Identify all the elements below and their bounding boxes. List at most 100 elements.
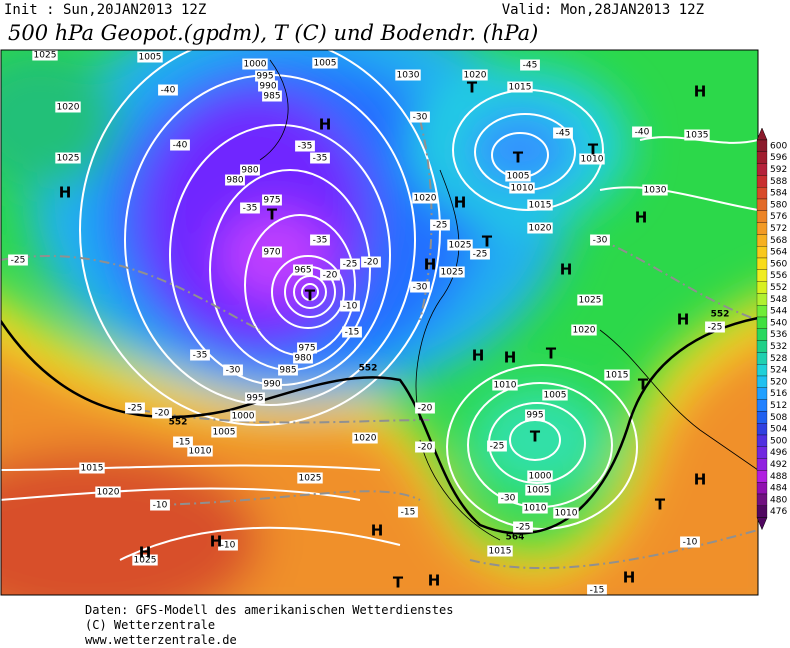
pressure-label: 1035 xyxy=(686,131,709,141)
pressure-label-box xyxy=(187,445,213,457)
temperature-label: -20 xyxy=(323,271,338,281)
temperature-label: -15 xyxy=(401,508,416,518)
contour-label: 564 xyxy=(506,533,525,543)
temperature-label: -25 xyxy=(11,256,26,266)
pressure-label-box xyxy=(262,90,282,102)
pressure-center: T xyxy=(467,79,478,97)
colorbar-segment xyxy=(756,163,768,176)
temperature-label-box xyxy=(173,436,193,448)
pressure-label-box xyxy=(55,152,81,164)
pressure-center: T xyxy=(482,233,493,251)
pressure-center: T xyxy=(655,496,666,514)
temperature-label-box xyxy=(553,127,573,139)
temperature-label: -10 xyxy=(683,538,698,548)
temperature-label: -15 xyxy=(590,586,605,596)
pressure-label: 1030 xyxy=(644,186,667,196)
temperature-label-box xyxy=(158,84,178,96)
colorbar-label: 504 xyxy=(770,425,787,435)
temperature-label-box xyxy=(415,441,435,453)
colorbar-segment xyxy=(756,340,768,353)
temperature-label-box xyxy=(587,584,607,595)
pressure-label-box xyxy=(462,69,488,81)
colorbar-segment xyxy=(756,446,768,459)
pressure-label-box xyxy=(230,410,256,422)
pressure-center: H xyxy=(139,544,152,562)
pressure-label: 1010 xyxy=(524,504,547,514)
colorbar-segment xyxy=(756,175,768,188)
pressure-label-box xyxy=(258,80,278,92)
pressure-label-box xyxy=(577,294,603,306)
colorbar-segment xyxy=(756,210,768,223)
colorbar-segment xyxy=(756,198,768,211)
temperature-label: -35 xyxy=(313,236,328,246)
pressure-label-box xyxy=(604,369,630,381)
colorbar-label: 496 xyxy=(770,448,787,458)
temperature-label-box xyxy=(398,506,418,518)
colorbar-segment xyxy=(756,458,768,471)
colorbar-segment xyxy=(756,139,768,152)
pressure-label: 985 xyxy=(279,366,296,376)
pressure-label: 1025 xyxy=(449,241,472,251)
colorbar-label: 512 xyxy=(770,401,787,411)
colorbar-segment xyxy=(756,505,768,518)
pressure-center: T xyxy=(513,149,524,167)
footer-line: (C) Wetterzentrale xyxy=(85,618,215,632)
colorbar-label: 580 xyxy=(770,200,787,210)
colorbar-label: 476 xyxy=(770,507,787,517)
temperature-label-box xyxy=(590,234,610,246)
temperature-label: -10 xyxy=(153,501,168,511)
pressure-label-box xyxy=(505,170,531,182)
colorbar-segment xyxy=(756,493,768,506)
temperature-label-box xyxy=(470,248,490,260)
pressure-label-box xyxy=(312,57,338,69)
contour-label: 552 xyxy=(359,364,378,374)
temperature-label-box xyxy=(240,202,260,214)
pressure-label: 980 xyxy=(294,354,311,364)
pressure-label: 1020 xyxy=(354,434,377,444)
pressure-label: 1005 xyxy=(544,391,567,401)
colorbar-label: 508 xyxy=(770,413,787,423)
pressure-label: 1005 xyxy=(213,428,236,438)
temperature-label: -30 xyxy=(413,113,428,123)
temperature-label-box xyxy=(295,140,315,152)
pressure-label-box xyxy=(278,364,298,376)
pressure-center: H xyxy=(210,533,223,551)
colorbar-label: 488 xyxy=(770,472,787,482)
temperature-label-box xyxy=(410,111,430,123)
pressure-center: H xyxy=(560,261,573,279)
temperature-label: -25 xyxy=(490,442,505,452)
pressure-label-box xyxy=(240,164,260,176)
temperature-label: -20 xyxy=(418,443,433,453)
pressure-center: H xyxy=(504,349,517,367)
pressure-label-box xyxy=(262,378,282,390)
pressure-label: 1010 xyxy=(581,155,604,165)
valid-time: Valid: Mon,28JAN2013 12Z xyxy=(502,2,704,18)
pressure-label: 1025 xyxy=(299,474,322,484)
colorbar-label: 520 xyxy=(770,377,787,387)
pressure-label-box xyxy=(439,266,465,278)
pressure-label: 975 xyxy=(298,344,315,354)
colorbar-segment xyxy=(756,364,768,377)
pressure-label: 1010 xyxy=(494,381,517,391)
pressure-label: 1015 xyxy=(489,547,512,557)
pressure-center: T xyxy=(638,376,649,394)
pressure-label-box xyxy=(579,153,605,165)
colorbar-label: 560 xyxy=(770,259,787,269)
pressure-label: 1020 xyxy=(464,71,487,81)
pressure-label: 995 xyxy=(256,72,273,82)
pressure-label-box xyxy=(225,174,245,186)
temperature-label: -20 xyxy=(364,258,379,268)
colorbar-label: 556 xyxy=(770,271,787,281)
pressure-label: 1020 xyxy=(97,488,120,498)
colorbar-segment xyxy=(756,399,768,412)
colorbar-segment xyxy=(756,257,768,270)
colorbar-label: 552 xyxy=(770,283,787,293)
pressure-label-box xyxy=(447,239,473,251)
temperature-label: -30 xyxy=(501,494,516,504)
temperature-label-box xyxy=(430,219,450,231)
colorbar-label: 572 xyxy=(770,224,787,234)
colorbar-label: 492 xyxy=(770,460,787,470)
temperature-label-box xyxy=(152,407,172,419)
colorbar-label: 500 xyxy=(770,436,787,446)
